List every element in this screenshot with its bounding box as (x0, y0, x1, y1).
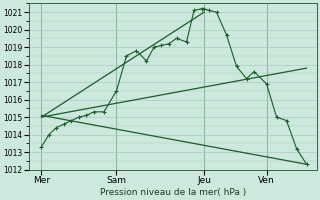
X-axis label: Pression niveau de la mer( hPa ): Pression niveau de la mer( hPa ) (100, 188, 246, 197)
